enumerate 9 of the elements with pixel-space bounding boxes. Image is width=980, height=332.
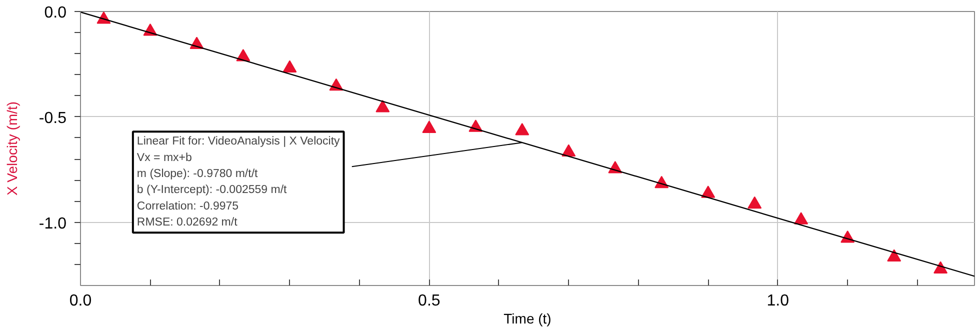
x-tick-label: 0.5 [418, 292, 440, 310]
x-tick-label: 0.0 [69, 292, 92, 310]
y-tick-label: -0.5 [38, 110, 67, 127]
x-tick-label: 1.0 [766, 292, 790, 310]
annotation: Linear Fit for: VideoAnalysis | X Velocity Vx = mx+b m (Slope): -0.9780 m/t/t b (Y-Intercept): -0.002559 m/t Correlation: -0.9975 RMSE: 0.02692 m/t [136, 136, 340, 229]
x-axis-title: Time (t) [504, 310, 552, 326]
y-tick-label: -1.0 [38, 215, 67, 232]
y-tick-label: 0.0 [44, 4, 67, 22]
y-axis-title: X Velocity (m/t) [4, 101, 20, 196]
